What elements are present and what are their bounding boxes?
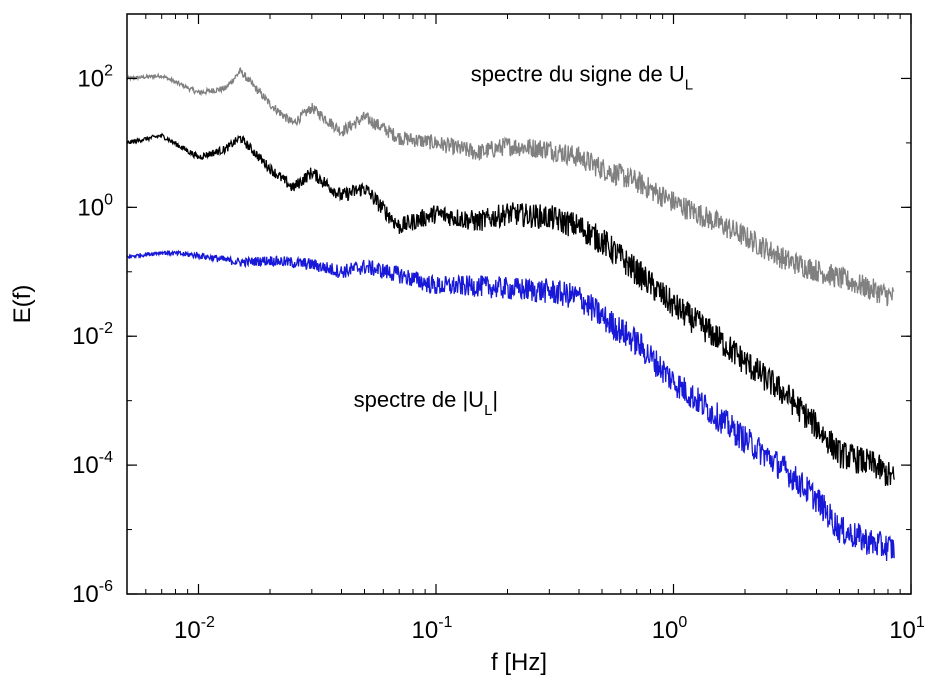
- x-axis-label: f [Hz]: [491, 649, 547, 676]
- annotation-layer: spectre du signe de UL spectre de |UL|: [354, 61, 693, 419]
- annotation-1: spectre du signe de UL: [471, 61, 693, 93]
- y-tick-label: 10-6: [72, 578, 113, 608]
- x-tick-label: 10-1: [412, 614, 453, 644]
- x-tick-label: 101: [889, 614, 925, 644]
- plot-frame: [126, 13, 912, 595]
- x-tick-label: 10-2: [174, 614, 215, 644]
- y-tick-label: 100: [77, 191, 113, 221]
- y-axis-label: E(f): [9, 285, 36, 324]
- series-line-1: [126, 67, 895, 307]
- series-layer: [126, 67, 895, 562]
- series-line-2: [126, 132, 895, 487]
- x-tick-label: 100: [652, 614, 688, 644]
- tick-layer: 10-2 10-1 100 101 10-6 10-4 10-2 100 102: [72, 14, 925, 644]
- y-tick-label: 10-4: [72, 449, 113, 479]
- y-tick-label: 10-2: [72, 320, 113, 350]
- y-tick-label: 102: [77, 62, 113, 92]
- annotation-2: spectre de |UL|: [354, 387, 499, 419]
- series-line-3: [126, 249, 895, 562]
